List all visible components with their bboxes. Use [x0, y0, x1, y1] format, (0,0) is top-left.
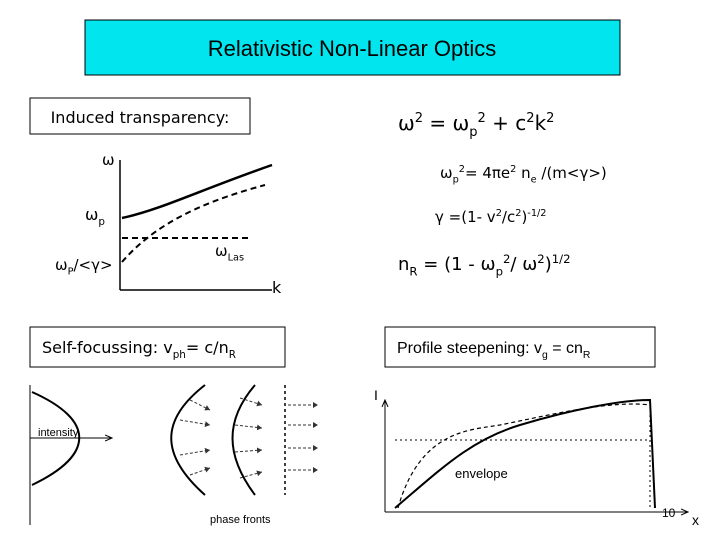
profile — [397, 403, 651, 509]
text-part: -1/2 — [527, 208, 546, 219]
text-part: = 4πe — [465, 164, 510, 182]
text-part: ) — [521, 208, 527, 226]
diagram-label: ωLas — [215, 242, 244, 264]
text-part: n — [516, 164, 530, 182]
arrow — [234, 424, 263, 431]
text-part: = c/n — [186, 338, 229, 357]
text-part: = (1 - ω — [418, 254, 496, 275]
arrow — [179, 419, 211, 428]
self-focus-drawing — [29, 384, 318, 525]
phase-front — [231, 384, 256, 496]
text-part: R — [583, 350, 591, 361]
text-part: ω — [215, 242, 228, 260]
text-part: 2 — [546, 111, 554, 126]
arrow — [179, 447, 211, 456]
text-part: = cn — [548, 340, 583, 357]
arrow — [189, 466, 211, 476]
text-part: γ — [435, 208, 444, 226]
text-part: g — [542, 350, 548, 361]
text-part: ) — [545, 254, 552, 275]
text-part: p — [496, 264, 503, 278]
text-part: ω — [55, 256, 68, 274]
phase-front — [170, 384, 206, 496]
diagram-label: ωp — [85, 205, 105, 228]
box-label: Profile steepening: vg = cnR — [397, 340, 591, 361]
drawing-label: envelope — [455, 466, 508, 481]
drawing-label: intensity — [38, 427, 79, 439]
text-part: 2 — [515, 208, 521, 219]
arrow — [239, 397, 263, 407]
curve — [121, 163, 273, 220]
text-part: /<γ> — [73, 256, 112, 274]
text-part: /(m<γ>) — [537, 164, 607, 182]
axis-label: x — [692, 512, 699, 528]
text-part: / ω — [510, 254, 537, 275]
equation: γ =(1- v2/c2)-1/2 — [435, 208, 547, 226]
axis-label: k — [272, 278, 282, 297]
drawing-label: phase fronts — [210, 514, 271, 526]
text-part: P — [68, 267, 74, 278]
dispersion-diagram — [119, 160, 273, 291]
text-part: Las — [228, 253, 245, 264]
text-part: 2 — [496, 208, 502, 219]
text-part: p — [469, 125, 477, 140]
text-part: ω — [398, 111, 415, 135]
arrow — [239, 470, 263, 479]
text-part: R — [229, 349, 236, 361]
equation: ω2 = ωp2 + c2k2 — [398, 111, 554, 140]
diagram-label: ωP/<γ> — [55, 256, 113, 278]
text-part: ph — [173, 349, 186, 361]
curve — [121, 184, 266, 263]
text-part: + c — [486, 111, 526, 135]
text-part: Profile steepening: v — [397, 340, 542, 357]
text-part: R — [409, 264, 417, 278]
arrow — [234, 447, 263, 454]
text-part: 2 — [510, 164, 516, 175]
label-box — [384, 326, 656, 368]
text-part: 2 — [537, 252, 544, 266]
equation: ωp2= 4πe2 ne /(m<γ>) — [440, 164, 607, 186]
text-part: 1/2 — [552, 252, 571, 266]
text-part: = ω — [423, 111, 469, 135]
box-label: Induced transparency: — [51, 108, 230, 127]
axis-label: I — [374, 387, 378, 403]
text-part: ω — [440, 164, 453, 182]
text-part: =(1- v — [444, 208, 496, 226]
text-part: 2 — [526, 111, 534, 126]
text-part: e — [531, 175, 537, 186]
text-part: ω — [85, 205, 98, 224]
text-part: 2 — [415, 111, 423, 126]
page-number: 10 — [662, 506, 676, 520]
text-part: p — [98, 216, 105, 228]
text-part: 2 — [478, 111, 486, 126]
steepening-drawing — [385, 398, 688, 512]
text-part: 2 — [459, 164, 465, 175]
label-box — [29, 326, 286, 368]
arrow — [189, 399, 211, 411]
title-box — [84, 19, 621, 76]
slide-title: Relativistic Non-Linear Optics — [208, 36, 497, 61]
text-part: /c — [502, 208, 515, 226]
equation: nR = (1 - ωp2/ ω2)1/2 — [398, 252, 571, 279]
text-part: k — [535, 111, 547, 135]
text-part: n — [398, 254, 409, 275]
box-label: Self-focussing: vph= c/nR — [42, 338, 236, 361]
label-box — [29, 97, 251, 135]
text-part: Self-focussing: v — [42, 338, 173, 357]
axis-label: ω — [102, 151, 115, 169]
text-part: 2 — [503, 252, 510, 266]
profile — [394, 398, 656, 509]
text-part: p — [453, 175, 459, 186]
